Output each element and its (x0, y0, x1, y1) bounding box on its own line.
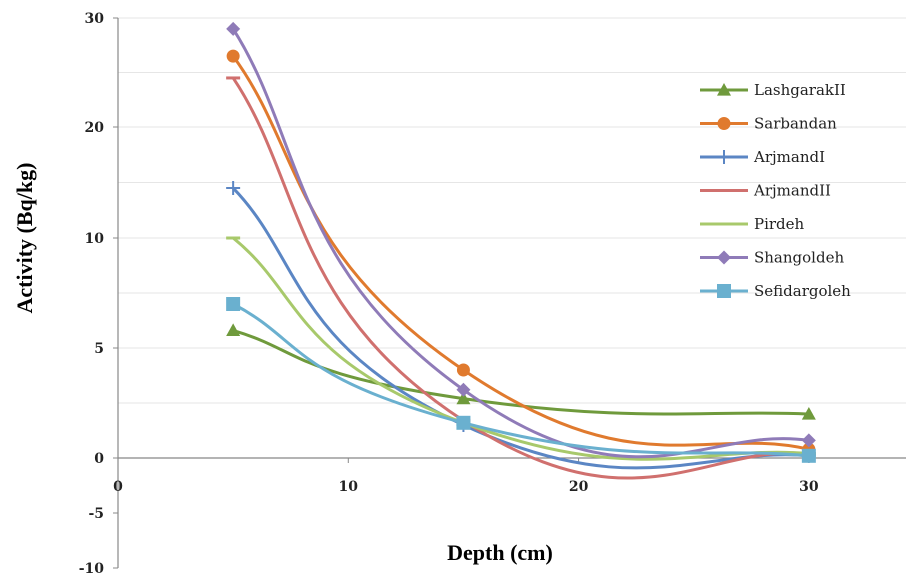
legend-item: Sarbandan (700, 115, 837, 133)
legend-label: ArjmandI (753, 148, 825, 166)
y-tick-label: 10 (85, 231, 105, 247)
x-axis-title: Depth (cm) (447, 540, 553, 565)
x-tick-label: 10 (339, 479, 359, 495)
legend-item: ArjmandI (700, 148, 825, 166)
data-point (456, 363, 470, 377)
data-point (801, 448, 816, 463)
data-point (226, 323, 241, 336)
legend-label: Pirdeh (754, 215, 805, 233)
series-lines (226, 21, 816, 480)
legend-label: Sefidargoleh (754, 282, 851, 300)
legend-marker (717, 284, 731, 298)
series-line (232, 328, 809, 416)
y-tick-label: 5 (94, 341, 104, 357)
legend-item: Pirdeh (700, 215, 805, 233)
y-tick-label: -10 (79, 561, 105, 574)
legend-label: ArjmandII (753, 182, 831, 200)
x-tick-label: 30 (799, 479, 819, 495)
data-point (456, 382, 471, 397)
y-tick-label: 20 (85, 120, 105, 136)
data-point (226, 181, 241, 196)
series-line (232, 302, 809, 458)
y-axis-title: Activity (Bq/kg) (12, 163, 37, 314)
legend-label: Sarbandan (754, 115, 837, 133)
data-point (456, 415, 471, 430)
y-tick-label: -5 (88, 506, 104, 522)
series-shangoldeh (226, 21, 816, 459)
x-tick-label: 0 (113, 479, 123, 495)
legend-marker (717, 117, 731, 130)
legend-item: ArjmandII (700, 182, 831, 200)
x-tick-label: 20 (569, 479, 589, 495)
y-tick-label: 30 (85, 11, 105, 27)
data-point (456, 391, 471, 405)
series-sarbandan (226, 49, 816, 456)
data-point (226, 49, 240, 63)
series-line (231, 77, 809, 480)
legend-marker (717, 83, 731, 96)
y-tick-label: 0 (94, 451, 104, 467)
legend-label: LashgarakII (754, 81, 846, 99)
gridlines (118, 17, 906, 404)
legend-marker (717, 150, 731, 164)
legend-item: Shangoldeh (700, 249, 844, 267)
series-arjmandii (226, 76, 816, 480)
series-lashgarakii (226, 323, 816, 420)
data-point (226, 297, 241, 311)
legend-item: Sefidargoleh (700, 282, 851, 300)
axes (113, 17, 906, 569)
tick-labels: -10 -5 0 5 10 20 30 0 10 20 30 (79, 11, 819, 574)
data-point (801, 407, 816, 420)
legend-marker (717, 250, 731, 265)
legend: LashgarakII Sarbandan ArjmandI ArjmandII Pir… (700, 81, 851, 300)
legend-item: LashgarakII (700, 81, 846, 99)
data-point (801, 433, 816, 448)
legend-label: Shangoldeh (754, 249, 844, 267)
series-sefidargoleh (226, 297, 816, 463)
data-point (226, 21, 241, 36)
